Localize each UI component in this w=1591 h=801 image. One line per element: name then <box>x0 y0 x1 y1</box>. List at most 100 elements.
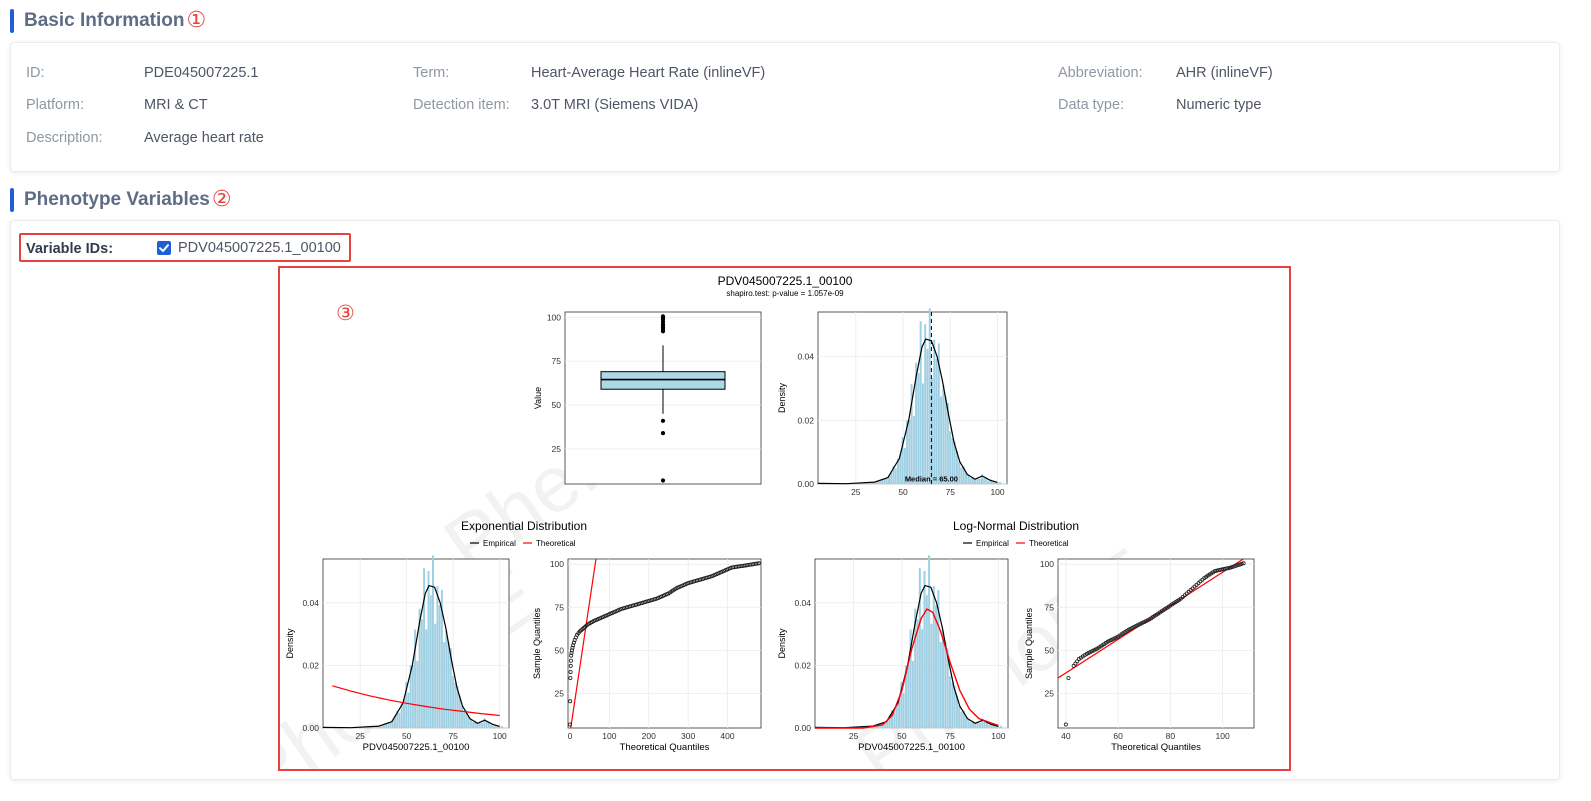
lognormal-density-panel: 0.00 0.02 0.04 25 50 75 100 Density PDV045007225… <box>777 555 1009 753</box>
histogram-bar <box>887 475 890 484</box>
histogram-bar <box>478 721 481 728</box>
field-value: Heart-Average Heart Rate (inlineVF) <box>531 65 766 81</box>
x-tick-label: 25 <box>849 731 859 741</box>
plot-marker: ③ <box>336 302 355 325</box>
histogram-bar <box>985 477 988 484</box>
qq-point <box>571 640 576 645</box>
qq-point <box>1212 569 1217 574</box>
empirical-curve <box>322 584 500 729</box>
histogram-bar <box>940 396 943 484</box>
histogram-bar <box>915 362 918 484</box>
variable-ids-label: Variable IDs: <box>26 241 114 257</box>
y-tick-label: 25 <box>552 444 562 454</box>
median-label: Median = 65.00 <box>905 474 958 483</box>
y-tick-label: 75 <box>555 602 565 612</box>
histogram-bar <box>423 568 425 728</box>
histogram-bar <box>476 723 479 728</box>
qq-point <box>1235 563 1240 568</box>
histogram-bar <box>985 721 989 728</box>
histogram-bar <box>454 682 457 728</box>
x-tick-label: 80 <box>1166 731 1176 741</box>
histogram-bar <box>894 468 897 484</box>
field-value: AHR (inlineVF) <box>1176 65 1273 81</box>
histogram-bar <box>903 448 906 484</box>
y-axis-label: Density <box>777 628 787 659</box>
histogram-bar <box>498 726 501 728</box>
y-tick-label: 0.02 <box>794 660 811 670</box>
qq-point <box>1232 564 1237 569</box>
qq-point <box>1234 563 1239 568</box>
y-tick-label: 100 <box>550 559 564 569</box>
histogram-bar <box>923 570 926 728</box>
qq-point <box>1219 567 1224 572</box>
histogram-bar <box>373 726 376 728</box>
y-axis-label: Value <box>533 387 543 409</box>
histogram-bar <box>906 420 909 484</box>
field-label: Data type: <box>1058 97 1125 113</box>
qq-point <box>1223 566 1228 571</box>
histogram-bar <box>999 482 1002 484</box>
histogram-bar <box>983 721 986 728</box>
y-axis-label: Density <box>285 628 295 659</box>
histogram-bar <box>881 479 884 484</box>
histogram-bar <box>904 665 907 728</box>
y-tick-label: 75 <box>552 356 562 366</box>
histogram-bar <box>411 665 414 728</box>
histogram-bar <box>958 461 961 484</box>
histogram-bar <box>944 396 947 484</box>
histogram-bar <box>946 648 949 728</box>
histogram-bar <box>928 555 931 728</box>
histogram-bar <box>988 724 991 728</box>
y-tick-label: 100 <box>547 312 561 322</box>
legend-empirical-label: Empirical <box>483 539 516 548</box>
legend-theoretical-label: Theoretical <box>536 539 576 548</box>
exp-density-panel: 0.00 0.02 0.04 25 50 75 100 Density PDV045007225… <box>285 555 510 753</box>
y-tick-label: 25 <box>1045 689 1055 699</box>
histogram-bar <box>995 725 998 728</box>
qq-point <box>1066 675 1071 680</box>
histogram-bar <box>981 718 984 728</box>
variable-id-label[interactable]: PDV045007225.1_00100 <box>178 240 341 256</box>
histogram-bar <box>918 568 921 728</box>
histogram-bar <box>925 595 928 728</box>
x-tick-label: 50 <box>402 731 412 741</box>
histogram-bar <box>425 629 428 728</box>
y-tick-label: 0.00 <box>302 723 319 733</box>
histogram-bar <box>976 721 979 728</box>
theoretical-curve <box>332 685 500 717</box>
box-plot-subtitle: shapiro.test: p-value = 1.057e-09 <box>726 289 844 298</box>
qq-point <box>569 648 574 653</box>
histogram-bar <box>924 324 927 484</box>
field-label: Platform: <box>26 97 85 113</box>
histogram-bar <box>890 471 893 484</box>
field-value: MRI & CT <box>144 97 208 113</box>
histogram-bar <box>932 586 935 728</box>
histogram-bar <box>414 629 417 728</box>
histogram-bar <box>976 477 979 484</box>
qq-point <box>569 650 574 655</box>
histogram-bar <box>935 358 938 484</box>
histogram-bar <box>937 343 940 484</box>
x-tick-label: 25 <box>851 487 861 497</box>
histogram-bar <box>958 706 961 728</box>
histogram-bar <box>933 339 936 484</box>
histogram-bar <box>930 623 933 728</box>
histogram-bar <box>997 726 1000 728</box>
density-histogram-panel: 0.00 0.02 0.04 25 50 75 100 Density Median = 65.… <box>777 308 1008 497</box>
field-label: Abbreviation: <box>1058 65 1143 81</box>
histogram-bar <box>912 415 915 484</box>
histogram-bar <box>948 676 951 728</box>
histogram-bar <box>391 719 394 728</box>
y-tick-label: 25 <box>555 689 565 699</box>
variable-checkbox[interactable] <box>157 241 171 255</box>
histogram-bar <box>921 383 924 484</box>
qq-point <box>1237 562 1242 567</box>
histogram-bar <box>946 402 949 484</box>
histogram-bar <box>420 619 423 728</box>
y-tick-label: 0.02 <box>797 415 814 425</box>
variable-ids-box: Variable IDs: PDV045007225.1_00100 <box>19 233 351 262</box>
exp-panel-title: Exponential Distribution <box>461 519 587 533</box>
heading-accent-bar <box>10 9 14 33</box>
histogram-bar <box>365 727 367 728</box>
qq-point <box>570 645 575 650</box>
